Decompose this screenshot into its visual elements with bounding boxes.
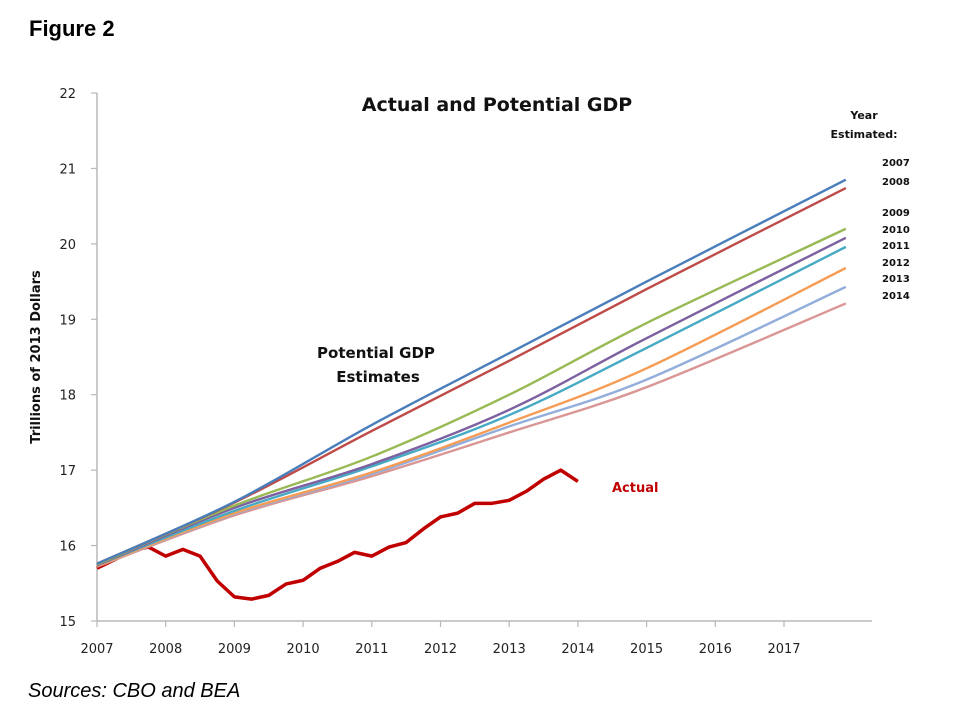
y-tick-label: 19 (59, 313, 76, 328)
y-tick-label: 20 (59, 238, 76, 253)
potential-annotation-line1: Potential GDP (317, 344, 435, 362)
legend-item-2008: 2008 (882, 177, 910, 188)
series-line-2012 (96, 266, 847, 568)
series-line-2010 (96, 236, 847, 567)
x-tick-label: 2012 (424, 642, 457, 657)
y-tick-label: 17 (59, 464, 76, 479)
y-axis-label: Trillions of 2013 Dollars (29, 270, 44, 444)
chart-title: Actual and Potential GDP (362, 94, 632, 116)
y-tick-label: 18 (59, 389, 76, 404)
x-tick-label: 2011 (355, 642, 388, 657)
x-tick-label: 2016 (699, 642, 732, 657)
legend-item-2007: 2007 (882, 158, 910, 169)
legend-item-2013: 2013 (882, 274, 910, 285)
x-tick-label: 2008 (149, 642, 182, 657)
series-line-actual (96, 468, 579, 601)
series-line-2008 (96, 186, 847, 565)
x-tick-label: 2013 (493, 642, 526, 657)
legend-title-line1: Year (849, 109, 878, 122)
y-tick-label: 21 (59, 162, 76, 177)
legend-title-line2: Estimated: (831, 128, 898, 141)
sources-note: Sources: CBO and BEA (28, 680, 241, 702)
legend-item-2012: 2012 (882, 258, 910, 269)
series-layer (96, 178, 847, 601)
legend-item-2010: 2010 (882, 225, 910, 236)
legend: 2007 2008 2009 2010 2011 2012 2013 2014 (882, 158, 910, 302)
legend-item-2014: 2014 (882, 291, 910, 302)
x-tick-label: 2017 (767, 642, 800, 657)
legend-item-2009: 2009 (882, 208, 910, 219)
x-tick-label: 2009 (218, 642, 251, 657)
series-line-2011 (96, 245, 847, 567)
series-line-2007 (96, 178, 847, 565)
figure-label: Figure 2 (29, 16, 115, 41)
actual-label: Actual (612, 481, 658, 496)
x-tick-label: 2007 (80, 642, 113, 657)
x-tick-label: 2015 (630, 642, 663, 657)
axes: 15 16 17 18 19 20 21 22 2007 2008 2009 2010 2011 2012… (59, 87, 872, 657)
potential-annotation-line2: Estimates (336, 368, 420, 386)
y-tick-label: 16 (59, 540, 76, 555)
y-tick-label: 15 (59, 615, 76, 630)
x-tick-label: 2010 (287, 642, 320, 657)
series-line-2014 (96, 302, 847, 568)
y-tick-label: 22 (59, 87, 76, 102)
series-line-2009 (96, 227, 847, 566)
x-tick-label: 2014 (561, 642, 594, 657)
legend-item-2011: 2011 (882, 241, 910, 252)
